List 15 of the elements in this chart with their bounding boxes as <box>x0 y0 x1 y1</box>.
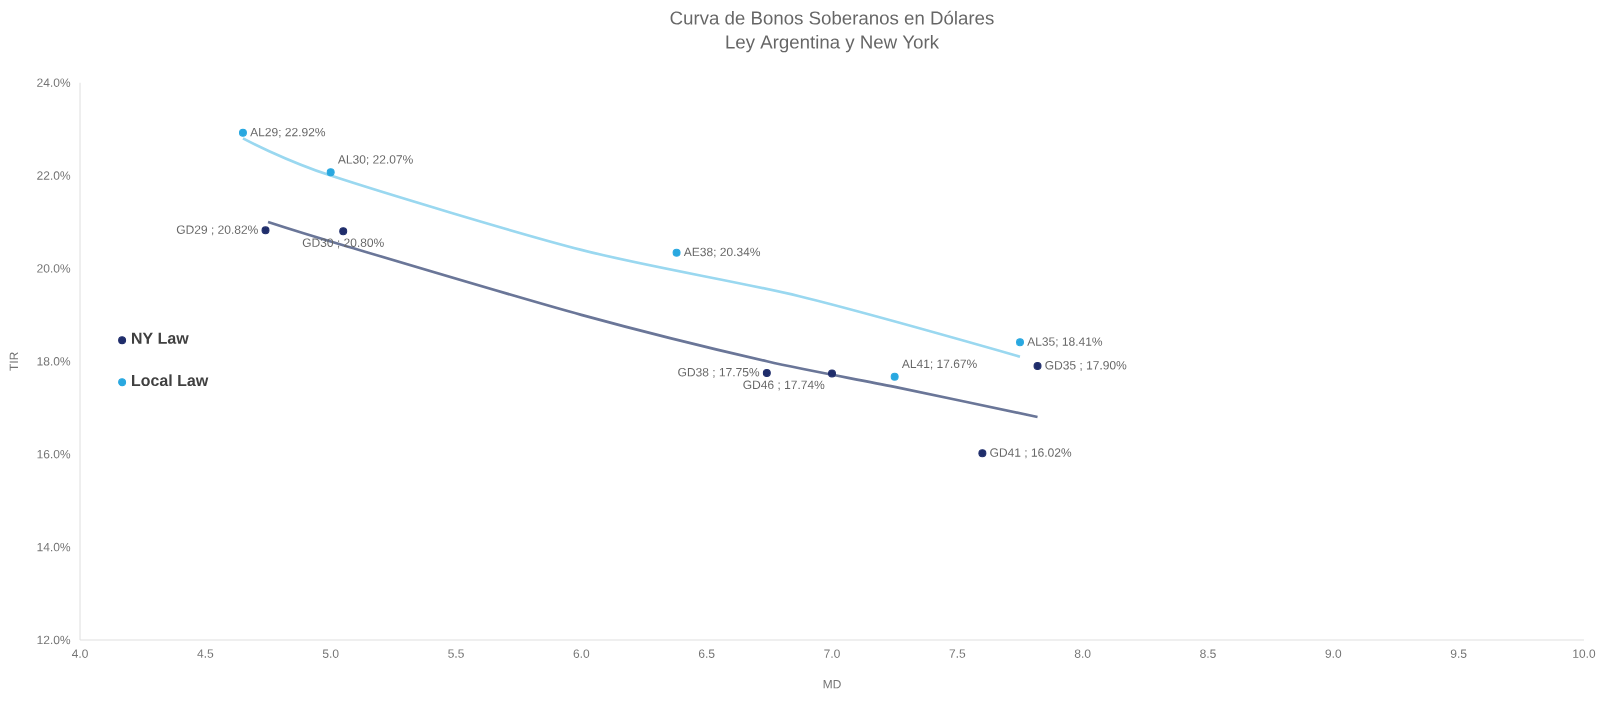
point <box>762 368 771 377</box>
chart-title: Curva de Bonos Soberanos en Dólares <box>670 10 994 25</box>
point <box>1033 361 1042 370</box>
legend-label: NY Law <box>132 332 189 344</box>
point <box>890 372 899 381</box>
point <box>339 227 348 236</box>
point <box>261 226 270 235</box>
point <box>978 449 987 458</box>
legend-label: Local Law <box>132 374 209 387</box>
point <box>672 248 681 257</box>
point <box>238 128 247 137</box>
point <box>1015 338 1024 347</box>
chart-subtitle: Ley Argentina y New York <box>726 34 940 53</box>
point <box>326 168 335 177</box>
point <box>827 369 836 378</box>
